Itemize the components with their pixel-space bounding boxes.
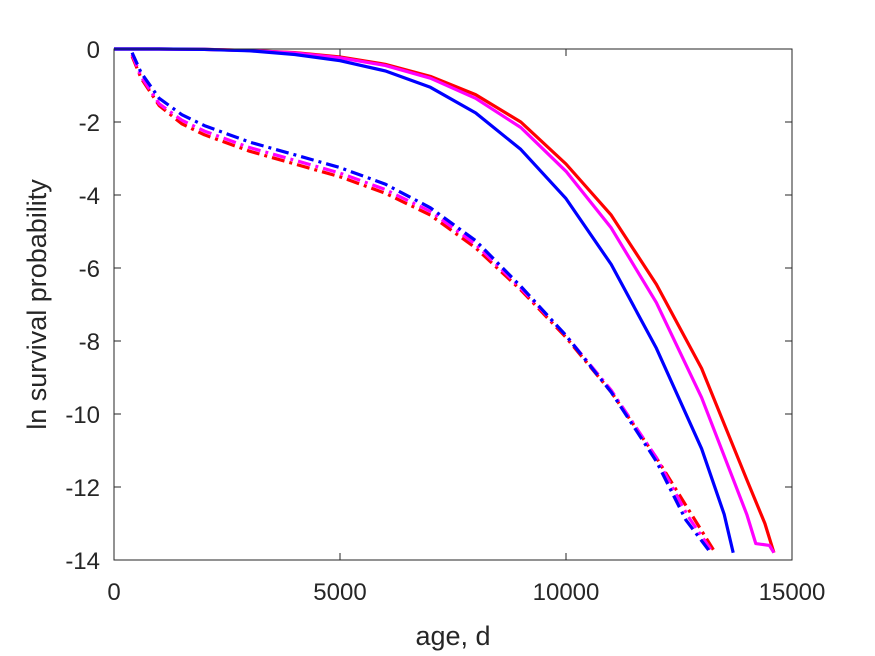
y-tick-label: -8 [79,329,100,356]
y-tick-label: -14 [65,548,100,575]
x-tick-label: 0 [107,579,120,606]
y-tick-label: -2 [79,110,100,137]
y-tick-label: -10 [65,402,100,429]
y-tick-label: 0 [87,37,100,64]
series-line-3 [114,47,735,554]
x-tick-label: 10000 [533,579,600,606]
x-axis-label: age, d [415,621,490,651]
y-tick-label: -4 [79,183,100,210]
series-line-6 [130,51,712,554]
x-tick-label: 15000 [759,579,826,606]
series-layer [114,47,776,554]
x-tick-label: 5000 [313,579,366,606]
y-tick-label: -6 [79,256,100,283]
y-tick-label: -12 [65,475,100,502]
plot-area [114,49,792,560]
plot-frame [113,48,793,561]
y-axis-label: ln survival probability [22,179,52,430]
ticks-layer: 0 5000 10000 15000 0 -2 -4 -6 -8 -10 -12 -14 [65,37,825,606]
